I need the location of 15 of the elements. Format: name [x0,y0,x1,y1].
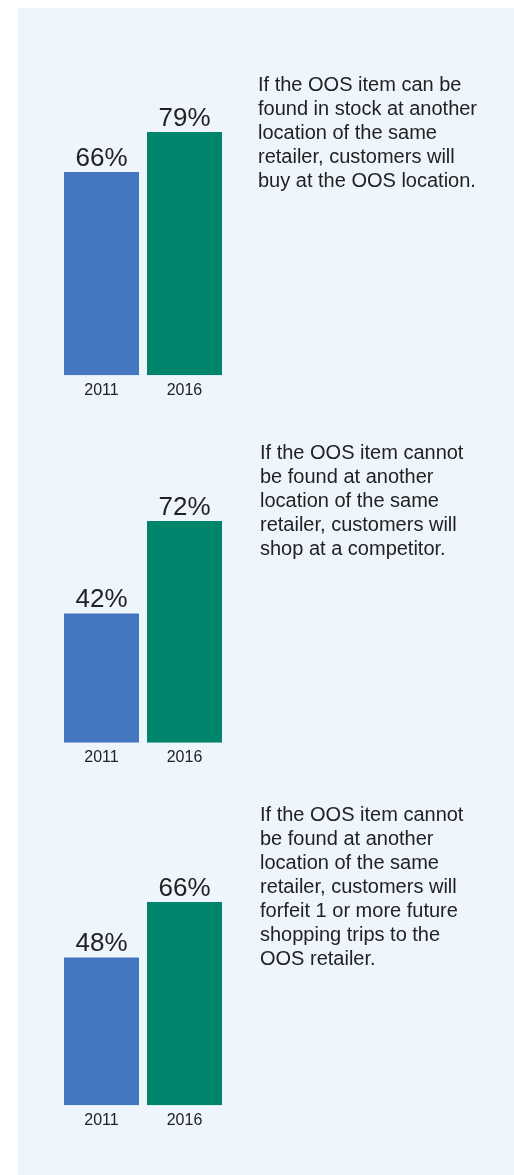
x-tick-label: 2016 [166,380,203,398]
x-tick-label: 2016 [166,1110,203,1128]
data-label: 66% [158,871,211,902]
data-label: 48% [75,927,128,958]
data-label: 66% [75,141,128,172]
x-tick-label: 2016 [166,748,203,766]
data-label: 79% [158,101,211,132]
text: If the OOS item can be found in stock at another location of the same retailer, customers will buy at the OOS location. [258,72,479,192]
x-tick-label: 2011 [84,748,119,766]
x-tick-label: 2011 [84,1110,119,1128]
x-tick-label: 2011 [84,380,119,398]
text: If the OOS item cannot be found at another location of the same retailer, customers will shop at a competitor. [260,440,465,560]
data-label: 72% [158,491,211,522]
data-label: 42% [75,583,128,614]
text: If the OOS item cannot be found at another location of the same retailer, customers will forfeit 1 or more future shopping trips to the OOS retailer. [260,802,465,970]
